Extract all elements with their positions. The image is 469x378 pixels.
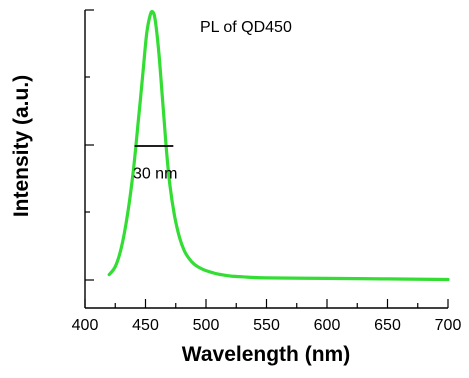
x-tick-label: 500 xyxy=(193,317,220,334)
y-ticks xyxy=(85,9,94,281)
x-axis-title: Wavelength (nm) xyxy=(182,343,350,366)
x-tick-label: 600 xyxy=(314,317,341,334)
annotations: PL of QD450 30 nm xyxy=(133,19,292,182)
series-group xyxy=(107,9,450,282)
x-tick-label: 550 xyxy=(253,317,280,334)
pl-series-line xyxy=(107,9,450,282)
axes xyxy=(84,10,448,309)
fwhm-label: 30 nm xyxy=(133,165,177,182)
x-tick-label: 700 xyxy=(435,317,462,334)
chart-annotation-title: PL of QD450 xyxy=(200,19,292,36)
x-tick-label: 400 xyxy=(72,317,99,334)
x-tick-label: 450 xyxy=(132,317,159,334)
y-axis-title: Intensity (a.u.) xyxy=(10,75,33,217)
x-tick-label: 650 xyxy=(374,317,401,334)
x-ticks: 400 450 500 550 600 650 700 xyxy=(72,299,462,334)
